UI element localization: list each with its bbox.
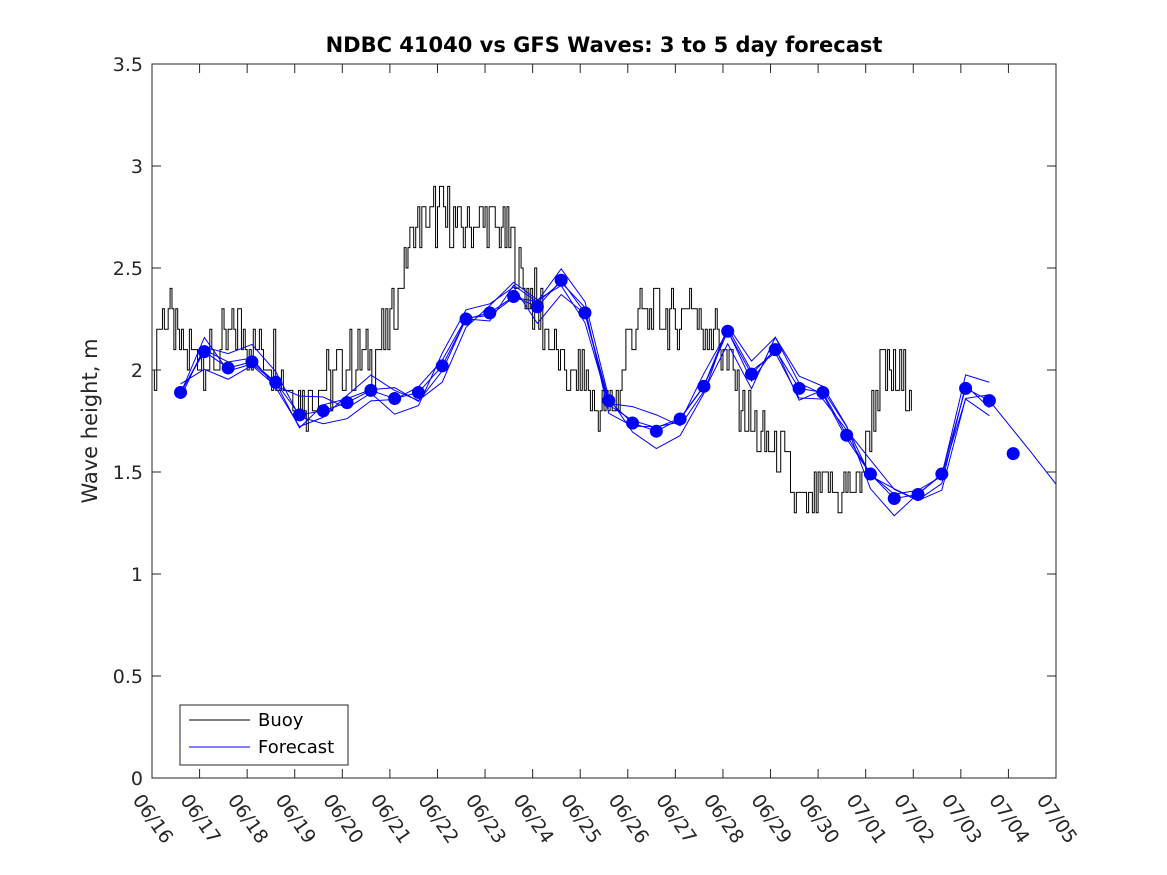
y-tick-label: 1.5 <box>113 462 143 484</box>
forecast-marker <box>887 492 901 506</box>
forecast-marker <box>435 359 449 373</box>
forecast-marker <box>459 312 473 326</box>
forecast-marker <box>364 383 378 397</box>
forecast-marker <box>649 424 663 438</box>
legend-label-buoy: Buoy <box>258 710 304 731</box>
forecast-line-tail <box>989 400 1057 485</box>
forecast-marker <box>935 467 949 481</box>
forecast-marker <box>554 273 568 287</box>
forecast-marker <box>816 385 830 399</box>
legend: Buoy Forecast <box>179 704 349 766</box>
y-tick-label: 2 <box>131 360 143 382</box>
forecast-marker <box>530 300 544 314</box>
forecast-marker <box>982 394 996 408</box>
forecast-marker <box>863 467 877 481</box>
forecast-marker <box>292 408 306 422</box>
forecast-marker <box>483 306 497 320</box>
forecast-marker <box>721 324 735 338</box>
forecast-marker <box>626 416 640 430</box>
forecast-marker <box>245 355 259 369</box>
forecast-line <box>180 268 990 495</box>
y-axis: 0 0.5 1 1.5 2 2.5 3 3.5 <box>113 54 1056 790</box>
y-tick-label: 3.5 <box>113 54 143 76</box>
y-tick-label: 0.5 <box>113 666 143 688</box>
forecast-marker <box>197 345 211 359</box>
forecast-line <box>180 281 990 502</box>
y-tick-label: 3 <box>131 156 143 178</box>
y-tick-label: 0 <box>131 768 143 790</box>
y-tick-label: 1 <box>131 564 143 586</box>
forecast-marker <box>411 385 425 399</box>
forecast-marker <box>316 404 330 418</box>
forecast-marker <box>673 412 687 426</box>
axes-box <box>151 63 1057 779</box>
forecast-marker <box>1006 447 1020 461</box>
legend-label-forecast: Forecast <box>258 737 334 758</box>
forecast-marker <box>792 381 806 395</box>
forecast-marker <box>340 396 354 410</box>
forecast-marker <box>388 392 402 406</box>
forecast-marker <box>269 375 283 389</box>
forecast-marker <box>959 381 973 395</box>
forecast-marker <box>174 385 188 399</box>
forecast-marker <box>221 361 235 375</box>
forecast-marker <box>578 306 592 320</box>
y-axis-label: Wave height, m <box>78 338 102 503</box>
forecast-marker <box>911 487 925 501</box>
forecast-marker <box>697 379 711 393</box>
legend-box <box>179 704 349 766</box>
forecast-marker <box>507 290 521 304</box>
forecast-marker <box>840 428 854 442</box>
forecast-marker <box>768 343 782 357</box>
y-tick-label: 2.5 <box>113 258 143 280</box>
forecast-marker <box>602 394 616 408</box>
chart-title: NDBC 41040 vs GFS Waves: 3 to 5 day fore… <box>326 33 883 57</box>
forecast-marker <box>744 367 758 381</box>
forecast-markers <box>174 273 1020 506</box>
